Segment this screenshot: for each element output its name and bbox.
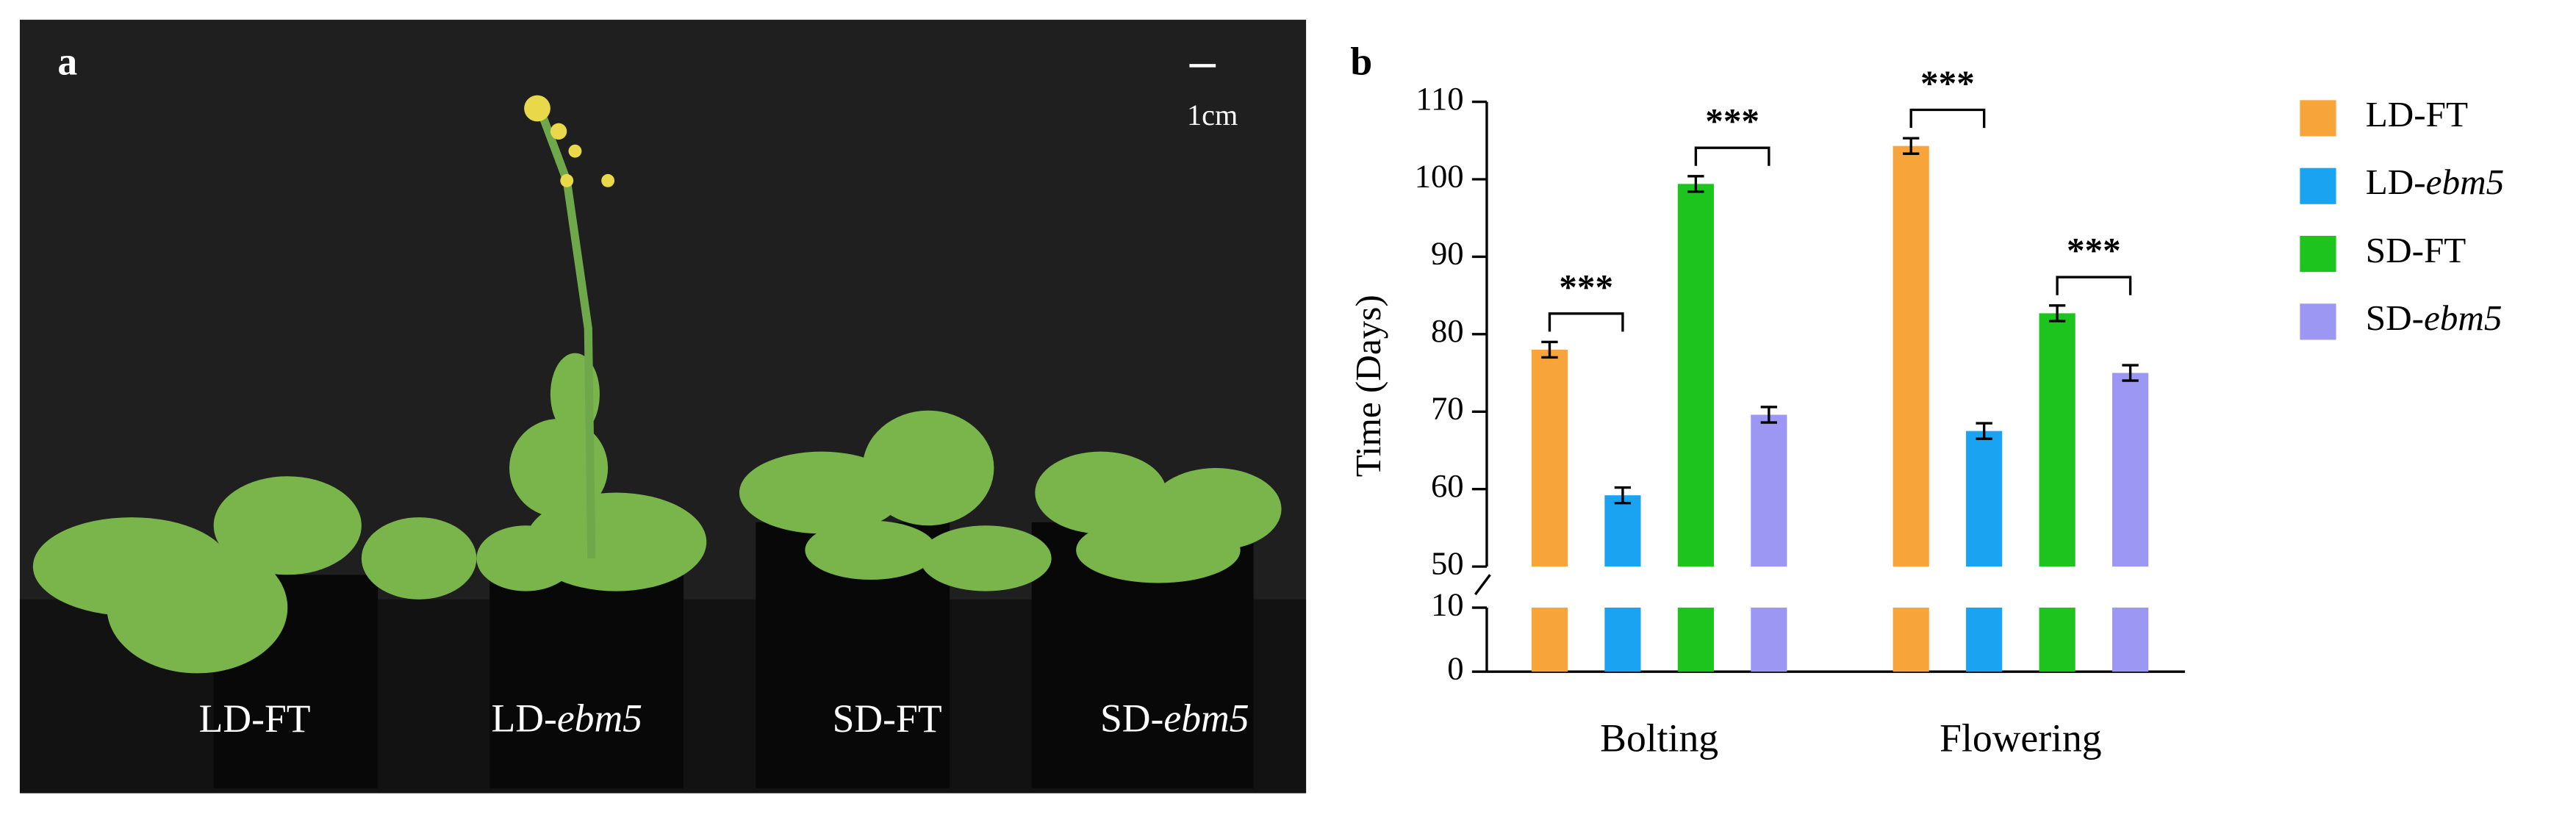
y-tick-label: 60 bbox=[1431, 467, 1464, 504]
error-bar bbox=[1903, 137, 1920, 155]
y-axis-label: Time (Days) bbox=[1348, 295, 1388, 477]
significance-bracket bbox=[1694, 146, 1770, 166]
bar bbox=[1531, 349, 1568, 567]
bar bbox=[1677, 184, 1714, 567]
bar-lower bbox=[2112, 608, 2149, 672]
error-bar bbox=[1614, 486, 1632, 505]
y-tick-label: 90 bbox=[1431, 235, 1464, 272]
legend-label: SD-FT bbox=[2366, 230, 2466, 270]
error-bar bbox=[1687, 175, 1704, 193]
bar bbox=[1604, 495, 1641, 567]
legend-label: SD-ebm5 bbox=[2366, 298, 2503, 338]
bar-lower bbox=[1892, 608, 1929, 672]
plant-label: SD-FT bbox=[833, 697, 942, 741]
legend-swatch bbox=[2300, 100, 2336, 137]
panel-label: a bbox=[57, 40, 77, 84]
error-bar bbox=[1541, 340, 1558, 359]
photo: a 1cm LD-FT LD-ebm5 SD-FT SD-ebm5 bbox=[19, 19, 1307, 793]
legend-label: LD-ebm5 bbox=[2366, 162, 2504, 203]
error-bar bbox=[2122, 364, 2139, 382]
bar-lower bbox=[1677, 608, 1714, 672]
error-bar bbox=[1760, 406, 1778, 424]
y-tick-label: 10 bbox=[1431, 586, 1464, 622]
significance-bracket bbox=[1548, 312, 1624, 332]
axis-break bbox=[1474, 574, 1491, 596]
significance-label: *** bbox=[1920, 62, 1975, 103]
y-tick-label: 100 bbox=[1415, 157, 1464, 194]
y-tick-label: 70 bbox=[1431, 390, 1464, 427]
plant-label: LD-ebm5 bbox=[492, 697, 643, 741]
significance-bracket bbox=[1909, 108, 1986, 129]
legend-swatch bbox=[2300, 303, 2336, 340]
bar-lower bbox=[2039, 608, 2075, 672]
error-bar bbox=[2048, 304, 2066, 323]
error-bar bbox=[1976, 422, 1992, 440]
plant-label: LD-FT bbox=[199, 697, 311, 741]
scale-bar-label: 1cm bbox=[1187, 98, 1238, 132]
bar-lower bbox=[1966, 608, 2003, 672]
plant-label: SD-ebm5 bbox=[1100, 697, 1249, 741]
bar-lower bbox=[1751, 608, 1787, 672]
y-tick-label: 50 bbox=[1431, 544, 1464, 581]
bar-lower bbox=[1531, 608, 1568, 672]
y-tick-label: 0 bbox=[1447, 649, 1463, 686]
y-tick-label: 80 bbox=[1431, 312, 1464, 349]
bar bbox=[1966, 431, 2003, 567]
bar bbox=[2039, 313, 2075, 567]
x-tick-label: Flowering bbox=[1940, 716, 2101, 760]
legend-swatch bbox=[2300, 168, 2336, 204]
significance-label: *** bbox=[1559, 267, 1613, 307]
x-tick-label: Bolting bbox=[1600, 716, 1718, 760]
bar bbox=[2112, 372, 2149, 567]
bar bbox=[1751, 414, 1787, 567]
legend-label: LD-FT bbox=[2366, 94, 2468, 134]
legend-swatch bbox=[2300, 235, 2336, 273]
significance-bracket bbox=[2056, 276, 2132, 295]
significance-label: *** bbox=[2067, 230, 2121, 270]
bar-lower bbox=[1604, 608, 1641, 672]
bar bbox=[1892, 145, 1929, 567]
panel-label: b bbox=[1350, 40, 1372, 84]
y-tick-label: 110 bbox=[1416, 80, 1463, 117]
significance-label: *** bbox=[1705, 101, 1759, 141]
